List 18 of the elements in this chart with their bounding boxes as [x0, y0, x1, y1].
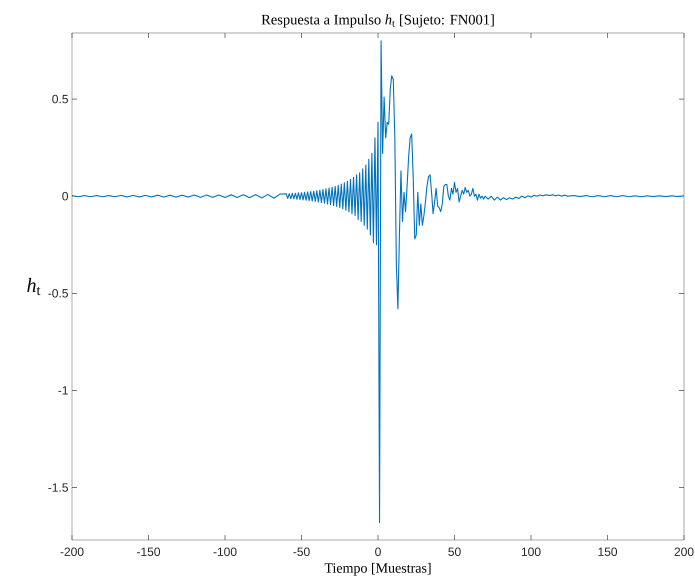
x-tick-label: 150: [598, 548, 618, 556]
y-tick-label: -1: [58, 386, 68, 395]
x-tick-label: 200: [674, 548, 694, 556]
y-tick-label: -1.5: [48, 483, 68, 492]
y-tick-label: -0.5: [48, 289, 68, 298]
y-axis-title: h$_{t}$: [27, 278, 40, 296]
y-tick-label: 0: [62, 192, 68, 200]
x-tick-label: -50: [293, 548, 310, 556]
x-tick-label: 100: [522, 548, 541, 556]
x-tick-label: 0: [375, 548, 381, 556]
x-axis-title: Tiempo [Muestras]: [324, 562, 431, 576]
x-tick-label: -150: [137, 548, 160, 556]
line-series: [72, 40, 684, 524]
chart-title: Respuesta a Impulso h$_{t}$ [Sujeto: FN001]: [262, 14, 494, 28]
y-tick-label: 0.5: [52, 94, 68, 104]
x-tick-label: 50: [448, 548, 461, 556]
x-tick-label: -200: [60, 548, 84, 556]
x-tick-label: -100: [214, 548, 237, 556]
